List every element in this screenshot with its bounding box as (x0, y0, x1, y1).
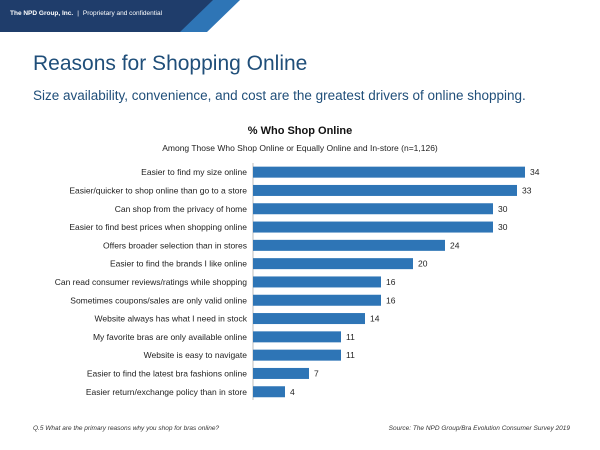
category-label: Easier/quicker to shop online than go to… (69, 185, 247, 195)
category-label: Easier to find the latest bra fashions o… (87, 368, 247, 378)
data-label: 30 (498, 222, 508, 232)
data-label: 16 (386, 295, 396, 305)
data-label: 14 (370, 314, 380, 324)
category-label: Sometimes coupons/sales are only valid o… (70, 295, 247, 305)
category-label: Easier to find my size online (141, 167, 247, 177)
data-label: 16 (386, 277, 396, 287)
chart-title: % Who Shop Online (247, 125, 353, 137)
data-label: 11 (346, 350, 355, 360)
slide-subtitle: Size availability, convenience, and cost… (33, 88, 526, 103)
bar (253, 331, 341, 343)
header-label: The NPD Group, Inc. | Proprietary and conf… (10, 10, 162, 17)
data-label: 20 (418, 259, 428, 269)
category-label: Website is easy to navigate (144, 350, 248, 360)
survey-question: Q.5 What are the primary reasons why you… (33, 425, 220, 432)
chart-subtitle: Among Those Who Shop Online or Equally O… (162, 143, 438, 153)
category-label: Easier return/exchange policy than in st… (86, 387, 247, 397)
data-label: 24 (450, 240, 460, 250)
bar (253, 221, 493, 233)
header-band (0, 0, 220, 32)
bar (253, 367, 309, 379)
header-separator: | (77, 10, 79, 17)
category-label: Can read consumer reviews/ratings while … (55, 277, 248, 287)
bar (253, 258, 413, 270)
slide-title: Reasons for Shopping Online (33, 52, 308, 75)
company-name: The NPD Group, Inc. (10, 10, 74, 17)
data-label: 34 (530, 167, 540, 177)
category-label: Easier to find the brands I like online (110, 259, 247, 269)
header-bar: The NPD Group, Inc. | Proprietary and conf… (0, 0, 600, 32)
bar (253, 203, 493, 215)
data-label: 11 (346, 332, 355, 342)
category-label: Easier to find best prices when shopping… (69, 222, 247, 232)
bar (253, 184, 517, 196)
bar (253, 386, 285, 398)
bar (253, 313, 365, 325)
data-label: 33 (522, 185, 532, 195)
source-note: Source: The NPD Group/Bra Evolution Cons… (388, 425, 570, 432)
data-label: 30 (498, 204, 508, 214)
bar-chart: Easier to find my size online 34 Easier/qu… (55, 163, 540, 400)
data-label: 4 (290, 387, 295, 397)
category-label: Website always has what I need in stock (95, 314, 248, 324)
data-label: 7 (314, 368, 319, 378)
category-label: Offers broader selection than in stores (103, 240, 247, 250)
bar (253, 349, 341, 361)
bar (253, 276, 381, 288)
category-label: My favorite bras are only available onli… (93, 332, 247, 342)
bar (253, 166, 525, 178)
confidential-note: Proprietary and confidential (82, 10, 163, 17)
bar (253, 294, 381, 306)
bar (253, 239, 445, 251)
category-label: Can shop from the privacy of home (115, 204, 248, 214)
